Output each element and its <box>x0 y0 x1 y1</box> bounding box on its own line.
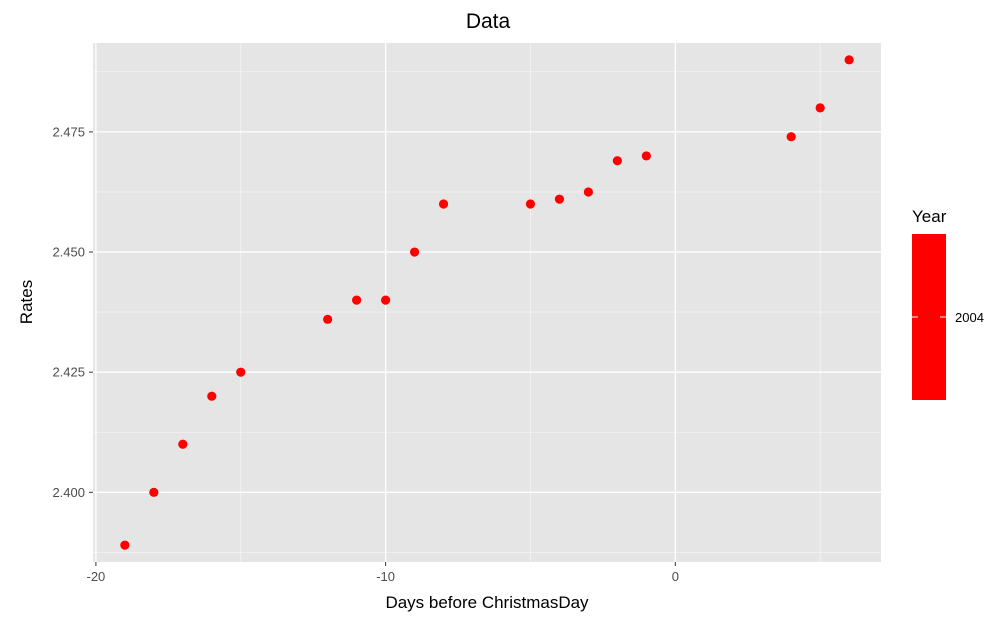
y-tick-label: 2.425 <box>52 365 85 380</box>
x-axis: -20 -10 0 <box>86 562 679 584</box>
data-point <box>120 540 130 550</box>
x-axis-title: Days before ChristmasDay <box>385 593 589 612</box>
x-tick-label: -20 <box>86 569 105 584</box>
y-tick-label: 2.450 <box>52 245 85 260</box>
data-points <box>120 55 854 550</box>
chart-title: Data <box>466 10 511 33</box>
legend: Year 2004 <box>912 207 984 400</box>
data-point <box>438 199 449 209</box>
data-point <box>525 199 536 209</box>
minor-grid <box>93 43 881 562</box>
data-point <box>149 487 159 497</box>
data-point <box>583 187 593 197</box>
data-point <box>815 103 825 113</box>
y-axis: 2.400 2.425 2.450 2.475 <box>52 124 93 500</box>
data-point <box>641 151 651 161</box>
data-point <box>409 247 420 257</box>
data-point <box>323 314 333 324</box>
data-point <box>844 55 854 65</box>
y-axis-title: Rates <box>17 280 36 324</box>
major-grid <box>93 43 881 562</box>
legend-title: Year <box>912 207 947 226</box>
plot-panel <box>93 43 881 562</box>
data-point <box>381 295 391 305</box>
data-point <box>236 367 246 377</box>
data-point <box>554 194 565 204</box>
y-tick-label: 2.475 <box>52 124 85 139</box>
data-point <box>786 132 796 142</box>
x-tick-label: 0 <box>672 569 679 584</box>
legend-label-2004: 2004 <box>955 310 984 325</box>
x-tick-label: -10 <box>376 569 395 584</box>
data-point <box>352 295 362 305</box>
y-tick-label: 2.400 <box>52 485 85 500</box>
data-point <box>178 439 188 449</box>
data-point <box>207 391 217 401</box>
data-point <box>612 156 622 166</box>
